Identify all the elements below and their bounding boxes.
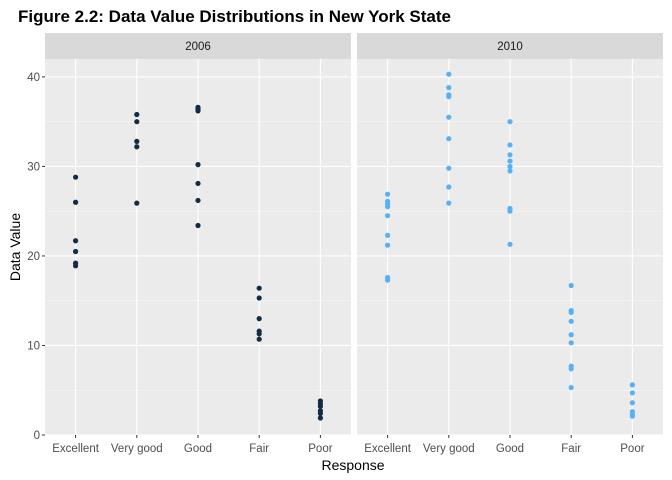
data-point (73, 263, 79, 269)
x-tick-label: Excellent (364, 443, 411, 455)
strip-2006 (45, 33, 351, 59)
data-point (73, 199, 79, 205)
x-tick-label: Fair (561, 443, 581, 455)
data-point (568, 340, 574, 346)
data-point (134, 138, 140, 144)
data-point (446, 71, 452, 77)
x-tick-label: Good (496, 443, 524, 455)
data-point (195, 162, 201, 168)
y-tick-label: 0 (34, 430, 40, 442)
data-point (385, 232, 391, 238)
data-point (195, 180, 201, 187)
panel-2010: 2010 (357, 33, 663, 436)
data-point (317, 403, 323, 409)
x-tick-label: Fair (249, 443, 269, 455)
x-tick-label: Very good (423, 443, 475, 455)
y-tick-label: 30 (27, 161, 40, 173)
strip-2010 (357, 33, 663, 59)
data-point (629, 390, 636, 396)
points-2010 (385, 71, 636, 419)
data-point (256, 316, 262, 322)
data-point (446, 184, 452, 190)
x-tick-label: Poor (308, 443, 332, 455)
data-point (317, 410, 323, 417)
points-2006 (73, 104, 323, 421)
data-point (256, 295, 262, 301)
data-point (446, 200, 452, 206)
data-point (568, 366, 574, 372)
data-point (195, 197, 201, 204)
data-point (73, 238, 79, 244)
x-tick-label: Excellent (52, 443, 99, 455)
data-point (446, 94, 452, 100)
data-point (73, 248, 79, 255)
strip-label-2006: 2006 (185, 41, 211, 53)
data-point (134, 144, 140, 150)
x-axis-title: Response (321, 457, 384, 473)
y-axis: 0 10 20 30 40 (27, 72, 45, 442)
data-point (385, 213, 391, 219)
data-point (507, 208, 513, 214)
data-point (507, 152, 513, 158)
data-point (507, 163, 513, 170)
data-point (568, 309, 574, 315)
data-point (507, 168, 513, 174)
data-point (73, 174, 79, 180)
chart-title: Figure 2.2: Data Value Distributions in … (18, 7, 451, 26)
x-tick-label: Very good (111, 443, 163, 455)
data-point (446, 136, 452, 142)
data-point (507, 158, 513, 164)
data-point (195, 108, 201, 114)
panel-2006: 2006 (45, 33, 351, 436)
data-point (256, 336, 262, 342)
data-point (134, 119, 140, 125)
data-point (385, 191, 391, 197)
data-point (507, 142, 513, 148)
data-point (195, 222, 201, 229)
data-point (446, 165, 452, 171)
y-tick-label: 10 (27, 340, 40, 352)
data-point (256, 285, 262, 291)
y-tick-label: 40 (27, 72, 40, 84)
data-point (134, 200, 140, 206)
data-point (507, 241, 513, 247)
data-point (446, 85, 452, 91)
data-point (134, 111, 140, 118)
data-point (568, 384, 574, 391)
data-point (507, 119, 513, 125)
x-tick-label: Good (184, 443, 212, 455)
x-axis: Excellent Very good Good Fair Poor Excellent V… (52, 435, 645, 455)
data-point (256, 331, 262, 337)
data-point (568, 318, 574, 324)
x-tick-label: Poor (620, 443, 644, 455)
data-point (568, 332, 574, 338)
data-point (568, 282, 574, 289)
y-tick-label: 20 (27, 251, 40, 263)
data-point (446, 114, 452, 120)
data-point (385, 242, 391, 248)
strip-label-2010: 2010 (497, 41, 523, 53)
y-axis-title: Data Value (7, 213, 23, 281)
data-point (385, 204, 391, 210)
data-point (629, 382, 636, 388)
data-point (629, 413, 636, 419)
data-point (629, 400, 636, 406)
data-point (385, 277, 391, 283)
data-point (317, 415, 323, 421)
